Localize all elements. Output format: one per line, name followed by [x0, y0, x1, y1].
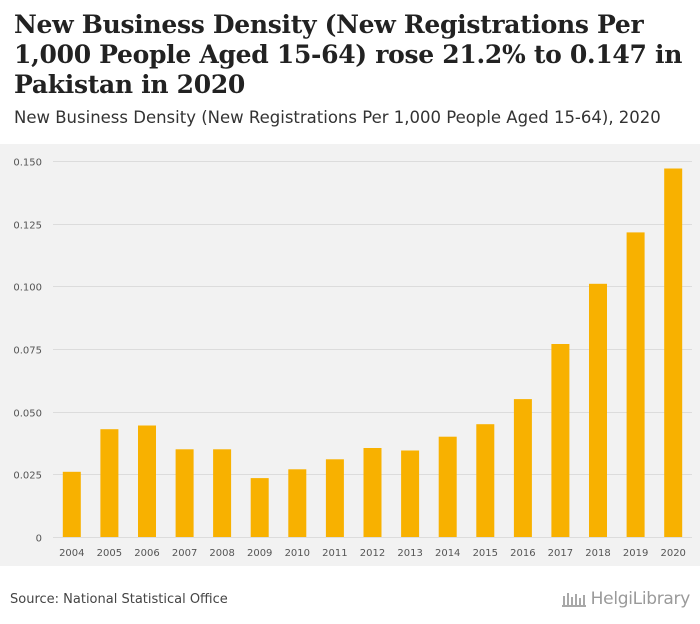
x-tick-label: 2007 — [172, 548, 197, 559]
x-tick-label: 2019 — [623, 548, 648, 559]
x-tick-label: 2015 — [473, 548, 498, 559]
bar-2010[interactable] — [288, 469, 307, 537]
chart-subtitle: New Business Density (New Registrations … — [14, 108, 661, 127]
y-tick-label: 0.050 — [13, 409, 42, 420]
bar-2013[interactable] — [401, 450, 420, 538]
x-tick-label: 2009 — [247, 548, 272, 559]
bar-2009[interactable] — [250, 478, 269, 537]
y-tick-label: 0.100 — [13, 283, 42, 294]
y-tick-label: 0.025 — [13, 471, 42, 482]
x-tick-label: 2018 — [585, 548, 610, 559]
bar-2020[interactable] — [664, 168, 683, 538]
brand-logo: HelgiLibrary — [561, 588, 690, 610]
bar-chart: 0 0.025 0.050 0.075 0.100 0.125 0.150 2004 2005 2… — [13, 158, 692, 559]
y-tick-label: 0.150 — [13, 158, 42, 169]
bar-2007[interactable] — [175, 449, 194, 537]
x-tick-label: 2016 — [510, 548, 535, 559]
bar-2012[interactable] — [363, 448, 382, 537]
bar-2017[interactable] — [551, 344, 570, 537]
chart-footer: Source: National Statistical Office Helg… — [0, 566, 700, 624]
x-tick-label: 2008 — [209, 548, 234, 559]
chart-title: New Business Density (New Registrations … — [14, 10, 683, 99]
bar-2005[interactable] — [100, 429, 119, 537]
brand-name: HelgiLibrary — [590, 589, 691, 609]
x-tick-label: 2014 — [435, 548, 460, 559]
y-tick-label: 0.075 — [13, 346, 42, 357]
bar-2008[interactable] — [213, 449, 232, 537]
source-note: Source: National Statistical Office — [10, 592, 228, 607]
x-tick-label: 2020 — [660, 548, 685, 559]
x-tick-label: 2005 — [97, 548, 122, 559]
x-tick-label: 2012 — [360, 548, 385, 559]
library-icon — [561, 593, 586, 607]
chart-header: New Business Density (New Registrations … — [0, 0, 700, 144]
x-tick-label: 2006 — [134, 548, 159, 559]
plot-area: 0 0.025 0.050 0.075 0.100 0.125 0.150 2004 2005 2… — [0, 144, 700, 566]
x-tick-label: 2017 — [548, 548, 573, 559]
bar-2006[interactable] — [138, 425, 156, 538]
bar-2004[interactable] — [62, 471, 81, 537]
bar-2016[interactable] — [513, 399, 532, 537]
bar-2019[interactable] — [626, 232, 645, 537]
bar-2011[interactable] — [325, 459, 344, 537]
bar-2014[interactable] — [438, 436, 457, 537]
x-tick-label: 2004 — [59, 548, 84, 559]
bar-2018[interactable] — [589, 283, 607, 537]
x-tick-label: 2010 — [285, 548, 310, 559]
x-tick-label: 2013 — [397, 548, 422, 559]
y-tick-label: 0.125 — [13, 221, 42, 232]
bar-2015[interactable] — [476, 424, 495, 537]
y-tick-label: 0 — [36, 534, 42, 545]
x-tick-label: 2011 — [322, 548, 347, 559]
